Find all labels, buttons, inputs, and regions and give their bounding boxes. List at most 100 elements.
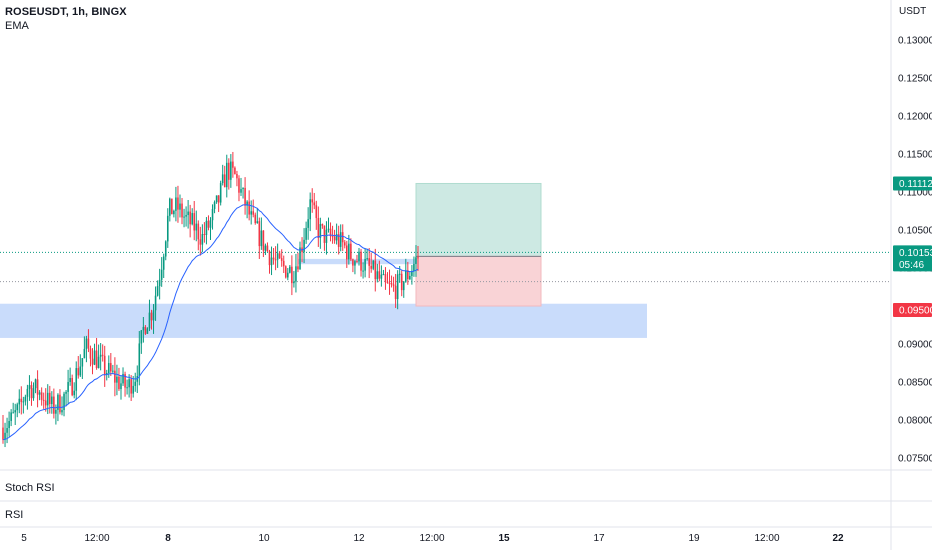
candle[interactable]	[173, 209, 175, 218]
candle[interactable]	[417, 245, 419, 271]
candle[interactable]	[360, 248, 362, 277]
candle[interactable]	[187, 199, 189, 229]
candle[interactable]	[311, 188, 314, 213]
candle[interactable]	[230, 154, 232, 188]
candle[interactable]	[307, 207, 309, 240]
candle[interactable]	[272, 248, 275, 265]
candle[interactable]	[8, 411, 10, 437]
candle[interactable]	[65, 390, 67, 407]
candle[interactable]	[105, 369, 108, 381]
candle[interactable]	[268, 249, 271, 274]
candle[interactable]	[238, 175, 240, 202]
candle[interactable]	[309, 192, 311, 232]
candle[interactable]	[203, 222, 206, 243]
candle[interactable]	[126, 379, 128, 395]
symbol-title[interactable]: ROSEUSDT, 1h, BINGX	[5, 6, 127, 18]
candle[interactable]	[335, 223, 338, 245]
candle[interactable]	[266, 242, 269, 252]
candle[interactable]	[256, 208, 259, 224]
candle[interactable]	[225, 154, 228, 198]
candle[interactable]	[337, 225, 340, 255]
candle[interactable]	[12, 402, 14, 414]
candle[interactable]	[215, 195, 218, 204]
candle[interactable]	[30, 381, 33, 406]
candle[interactable]	[128, 374, 130, 398]
candle[interactable]	[152, 304, 155, 334]
candle[interactable]	[280, 249, 283, 267]
candle[interactable]	[46, 384, 49, 415]
candle[interactable]	[73, 382, 76, 399]
candle[interactable]	[366, 248, 368, 261]
candle[interactable]	[164, 240, 167, 261]
candle[interactable]	[386, 272, 389, 284]
candle[interactable]	[28, 375, 31, 401]
candle[interactable]	[333, 229, 336, 244]
candle[interactable]	[195, 210, 198, 242]
candle[interactable]	[305, 221, 307, 244]
candle[interactable]	[350, 238, 352, 262]
candle[interactable]	[95, 337, 98, 370]
candle[interactable]	[282, 255, 285, 274]
candle[interactable]	[228, 158, 230, 190]
candle[interactable]	[71, 374, 73, 397]
candle[interactable]	[24, 394, 27, 406]
candle[interactable]	[114, 357, 116, 397]
target-price-tag[interactable]: 0.11112	[893, 176, 932, 191]
candle[interactable]	[221, 164, 224, 186]
resistance-zone[interactable]	[298, 258, 466, 265]
candle[interactable]	[293, 271, 295, 288]
loss-area[interactable]	[415, 255, 542, 307]
candle[interactable]	[93, 343, 96, 366]
candle[interactable]	[341, 224, 344, 251]
candle[interactable]	[287, 268, 289, 281]
candle[interactable]	[183, 208, 185, 228]
candle[interactable]	[250, 200, 252, 225]
candle[interactable]	[264, 243, 267, 256]
candle[interactable]	[42, 392, 45, 409]
candle[interactable]	[291, 255, 293, 296]
candle[interactable]	[400, 270, 403, 297]
candle[interactable]	[112, 364, 114, 375]
candle[interactable]	[396, 270, 399, 310]
candle[interactable]	[402, 280, 405, 298]
candle[interactable]	[374, 248, 377, 292]
candle[interactable]	[61, 396, 63, 416]
candle[interactable]	[32, 382, 35, 401]
candle[interactable]	[244, 177, 246, 215]
candle[interactable]	[110, 352, 112, 376]
candle[interactable]	[75, 361, 78, 401]
candle[interactable]	[356, 254, 358, 263]
candle[interactable]	[4, 422, 6, 448]
candle[interactable]	[372, 260, 375, 271]
candle[interactable]	[181, 198, 183, 225]
candle[interactable]	[10, 409, 12, 427]
candle[interactable]	[278, 250, 281, 259]
candle[interactable]	[217, 195, 220, 213]
candle[interactable]	[101, 344, 104, 362]
candle[interactable]	[22, 396, 25, 414]
demand-zone[interactable]	[0, 303, 647, 338]
candle[interactable]	[315, 200, 318, 230]
candle[interactable]	[252, 199, 255, 218]
candle[interactable]	[169, 197, 171, 222]
candle[interactable]	[388, 269, 391, 295]
candle[interactable]	[254, 212, 257, 225]
candle[interactable]	[368, 248, 370, 279]
candle[interactable]	[51, 391, 53, 414]
candle[interactable]	[276, 243, 279, 268]
candle[interactable]	[295, 253, 297, 293]
candle[interactable]	[223, 165, 226, 188]
candle[interactable]	[246, 200, 248, 219]
candle[interactable]	[67, 369, 69, 405]
candle[interactable]	[177, 185, 179, 223]
candle[interactable]	[313, 192, 316, 210]
candle[interactable]	[156, 280, 159, 297]
candle[interactable]	[87, 329, 90, 353]
stop-price-tag[interactable]: 0.09500	[893, 303, 932, 317]
candle[interactable]	[97, 344, 100, 369]
candle[interactable]	[99, 343, 102, 371]
candle[interactable]	[154, 286, 157, 321]
candle[interactable]	[144, 325, 147, 335]
